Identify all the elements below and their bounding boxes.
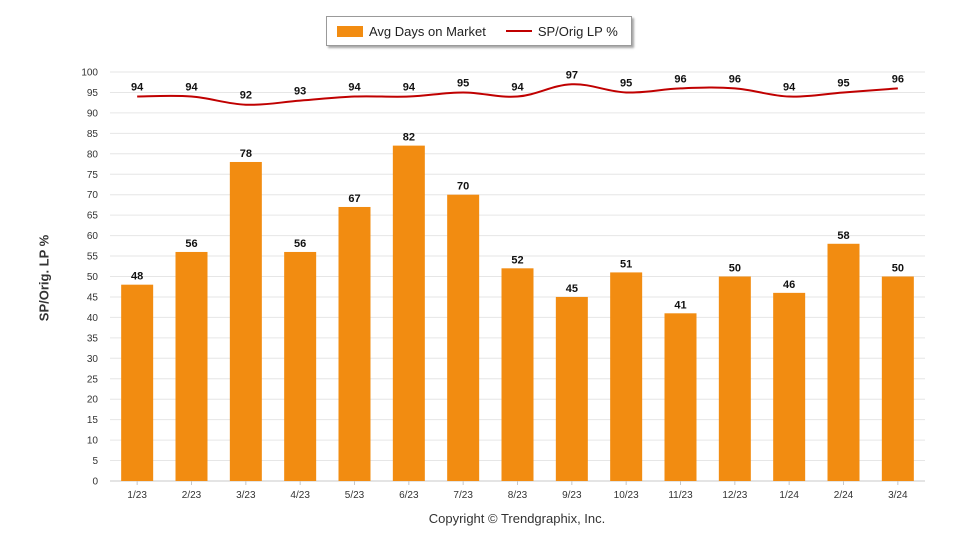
y-tick-label: 0 <box>92 477 98 488</box>
x-tick-label: 2/23 <box>182 490 202 501</box>
line-data-label: 94 <box>783 82 796 94</box>
bar-data-label: 45 <box>566 283 578 295</box>
y-tick-label: 65 <box>87 211 99 222</box>
bar-data-label: 56 <box>185 238 197 250</box>
series-line-sp-orig <box>137 83 898 106</box>
y-tick-label: 40 <box>87 313 99 324</box>
line-data-label: 94 <box>185 82 198 94</box>
bar <box>827 243 860 481</box>
x-tick-label: 1/23 <box>127 490 147 501</box>
bar <box>284 251 317 481</box>
line-data-label: 93 <box>294 86 306 98</box>
bar <box>773 292 806 481</box>
line-data-label: 95 <box>837 77 849 89</box>
legend-swatch-bar <box>337 25 363 37</box>
legend-swatch-line <box>505 30 532 32</box>
line-data-label: 94 <box>403 82 416 94</box>
legend-label-sp-orig: SP/Orig LP % <box>537 23 618 39</box>
line-data-label: 96 <box>674 73 686 85</box>
legend-label-avg-days: Avg Days on Market <box>369 23 486 39</box>
line-data-label: 96 <box>729 73 741 85</box>
line-data-label: 94 <box>511 82 524 94</box>
y-tick-label: 15 <box>87 415 99 426</box>
x-tick-label: 8/23 <box>508 490 528 501</box>
bar <box>229 161 262 482</box>
bar-data-label: 78 <box>240 148 252 160</box>
x-tick-label: 1/24 <box>779 490 799 501</box>
y-tick-label: 85 <box>87 129 99 140</box>
line-data-label: 94 <box>348 82 361 94</box>
bar <box>392 145 425 481</box>
bar-data-label: 50 <box>729 263 741 275</box>
y-tick-label: 95 <box>87 88 99 99</box>
x-tick-label: 10/23 <box>614 490 639 501</box>
y-tick-label: 5 <box>92 456 98 467</box>
bar <box>175 251 208 481</box>
x-tick-label: 12/23 <box>722 490 747 501</box>
bar <box>338 206 371 481</box>
line-data-label: 96 <box>892 73 904 85</box>
bar-data-label: 56 <box>294 238 306 250</box>
y-tick-label: 45 <box>87 292 99 303</box>
bar-data-label: 52 <box>511 254 523 266</box>
copyright-text: Copyright © Trendgraphix, Inc. <box>428 511 606 526</box>
legend-item-sp-orig: SP/Orig LP % <box>505 23 618 39</box>
bar <box>610 272 643 481</box>
bar <box>881 276 914 481</box>
bar-data-label: 58 <box>837 230 849 242</box>
y-tick-label: 10 <box>87 436 99 447</box>
x-tick-label: 11/23 <box>668 490 693 501</box>
line-data-label: 95 <box>457 77 469 89</box>
x-tick-label: 5/23 <box>345 490 365 501</box>
bar-data-label: 48 <box>131 271 143 283</box>
line-data-label: 95 <box>620 77 632 89</box>
bar <box>121 284 154 481</box>
y-tick-label: 90 <box>87 108 99 119</box>
y-tick-label: 30 <box>87 354 99 365</box>
y-tick-label: 20 <box>87 395 99 406</box>
x-tick-label: 9/23 <box>562 490 582 501</box>
bar-data-label: 46 <box>783 279 795 291</box>
legend-item-avg-days: Avg Days on Market <box>337 24 486 39</box>
bar-data-label: 67 <box>348 193 360 205</box>
x-tick-label: 3/24 <box>888 490 908 501</box>
y-tick-label: 25 <box>87 374 99 385</box>
y-tick-label: 60 <box>87 231 99 242</box>
x-tick-label: 4/23 <box>290 490 310 501</box>
x-tick-label: 3/23 <box>236 490 256 501</box>
bar <box>718 276 751 481</box>
y-tick-label: 70 <box>87 190 99 201</box>
chart-legend: Avg Days on Market SP/Orig LP % <box>326 16 632 46</box>
bar-data-label: 70 <box>457 181 469 193</box>
y-tick-label: 50 <box>87 272 99 283</box>
y-tick-label: 75 <box>87 170 99 181</box>
bar-data-label: 82 <box>403 132 415 144</box>
bar <box>447 194 480 481</box>
x-tick-label: 6/23 <box>399 490 419 501</box>
x-tick-label: 7/23 <box>453 490 473 501</box>
y-tick-label: 80 <box>87 149 99 160</box>
bar-data-label: 51 <box>620 258 632 270</box>
bar <box>664 313 697 481</box>
y-tick-label: 55 <box>87 252 99 263</box>
bar-data-label: 41 <box>674 299 686 311</box>
y-tick-label: 100 <box>81 68 98 79</box>
bar <box>555 296 588 481</box>
line-data-label: 97 <box>566 69 578 81</box>
y-tick-label: 35 <box>87 333 99 344</box>
x-tick-label: 2/24 <box>834 490 854 501</box>
bar-data-label: 50 <box>892 263 904 275</box>
line-data-label: 94 <box>131 82 144 94</box>
bar <box>501 268 534 481</box>
line-data-label: 92 <box>240 90 252 102</box>
